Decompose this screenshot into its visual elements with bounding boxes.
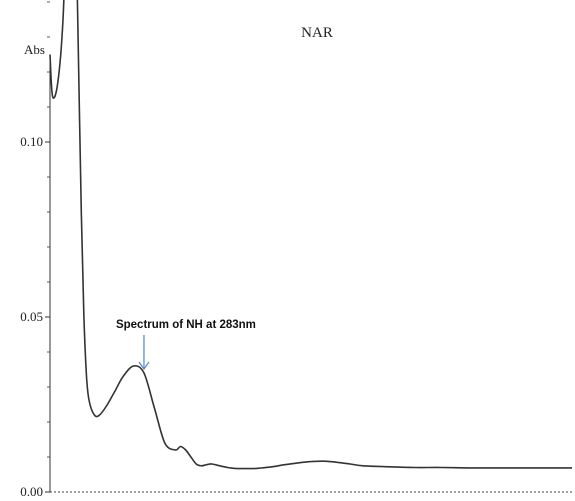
- spectrum-series-line: [49, 0, 572, 470]
- y-axis-ticks: 0.000.050.100.150.20: [20, 134, 50, 499]
- annotation-label: Spectrum of NH at 283nm: [116, 319, 256, 331]
- y-tick-label: 0.05: [20, 309, 43, 324]
- y-axis-minor-ticks: [47, 1, 50, 458]
- chart-title: NAR: [301, 25, 333, 41]
- y-tick-label: 0.00: [20, 484, 43, 499]
- annotation-arrowhead: [138, 361, 150, 371]
- y-tick-label: 0.10: [20, 134, 43, 149]
- y-axis-label: Abs: [24, 42, 45, 57]
